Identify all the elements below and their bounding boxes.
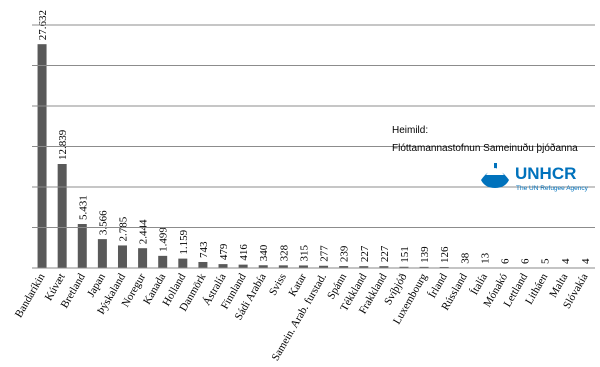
bar <box>419 266 429 268</box>
value-label: 1.159 <box>178 229 190 254</box>
value-label: 1.499 <box>158 227 170 252</box>
logo-subtitle: The UN Refugee Agency <box>516 185 589 192</box>
value-label: 2.785 <box>117 216 129 241</box>
logo-emblem <box>481 163 509 188</box>
value-label: 315 <box>298 244 310 261</box>
source-text: Flóttamannastofnun Sameinuðu þjóðanna <box>392 142 578 154</box>
value-label: 12.839 <box>57 129 69 160</box>
value-label: 13 <box>479 252 491 264</box>
bar <box>399 266 409 268</box>
value-label: 743 <box>198 241 210 258</box>
value-label: 4 <box>560 258 572 264</box>
value-label: 277 <box>319 245 331 262</box>
bar <box>117 245 127 268</box>
bar <box>57 164 67 268</box>
value-label: 340 <box>258 244 270 261</box>
bar <box>158 255 168 268</box>
bar <box>97 239 107 268</box>
bar <box>37 44 47 268</box>
value-label: 38 <box>459 252 471 264</box>
x-tick-label: Sviss <box>267 272 289 298</box>
value-label: 139 <box>419 246 431 263</box>
bar <box>359 266 369 268</box>
bar <box>439 266 449 268</box>
value-label: 239 <box>339 245 351 262</box>
bar <box>178 258 188 268</box>
bar <box>298 265 308 268</box>
value-label: 6 <box>520 258 532 264</box>
bar <box>238 264 248 268</box>
value-label: 3.566 <box>97 210 109 235</box>
value-label: 479 <box>218 243 230 260</box>
value-label: 6 <box>500 258 512 264</box>
value-label: 227 <box>379 245 391 262</box>
value-label: 416 <box>238 244 250 261</box>
bar <box>138 248 148 268</box>
bar <box>218 264 228 268</box>
bar <box>258 265 268 268</box>
value-label: 227 <box>359 245 371 262</box>
bar <box>198 261 208 268</box>
bar <box>77 224 87 268</box>
source-label: Heimild: <box>392 125 428 136</box>
value-label: 5.431 <box>77 195 89 220</box>
value-label: 4 <box>580 258 592 264</box>
value-label: 151 <box>399 246 411 263</box>
value-label: 328 <box>278 244 290 261</box>
logo-text: UNHCR <box>515 164 576 183</box>
value-label: 5 <box>540 258 552 264</box>
bar <box>339 266 349 268</box>
bar <box>319 265 329 268</box>
bar <box>379 266 389 268</box>
bar <box>278 265 288 268</box>
value-label: 2.444 <box>138 219 150 244</box>
value-label: 126 <box>439 246 451 263</box>
